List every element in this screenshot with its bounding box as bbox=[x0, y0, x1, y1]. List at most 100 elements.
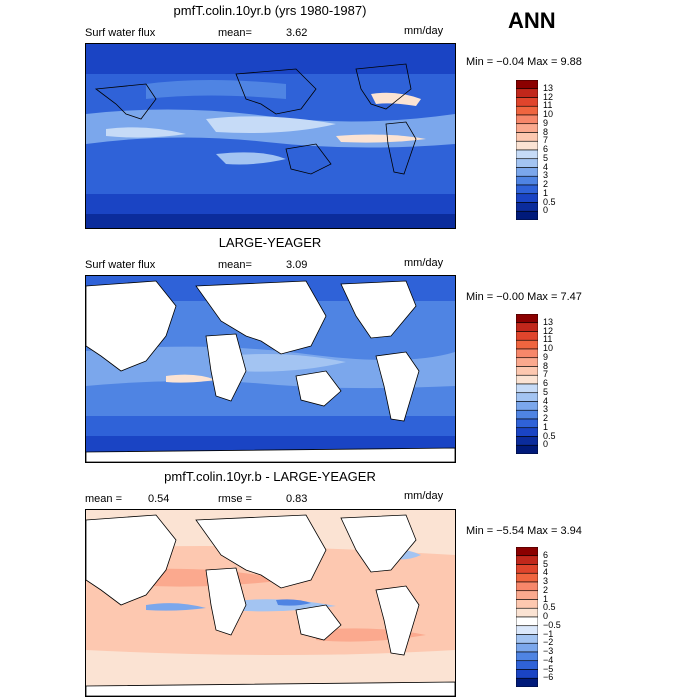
colorbar-swatch bbox=[515, 625, 539, 635]
colorbar-tick-label: 0.5 bbox=[543, 602, 556, 613]
panel2-mean-value: 3.09 bbox=[286, 259, 308, 271]
panel2-mean-label: mean= bbox=[218, 259, 252, 271]
panel1-colorbar-ticks: 13 12 11 10 9 8 7 6 5 4 3 2 1 0.5 0 bbox=[543, 80, 583, 220]
panel3-colorbar bbox=[515, 546, 539, 688]
colorbar-swatch bbox=[515, 660, 539, 670]
colorbar-tick-label: −0.5 bbox=[543, 619, 561, 630]
colorbar-tick-label: 0.5 bbox=[543, 430, 556, 441]
colorbar-swatch bbox=[515, 132, 539, 142]
colorbar-swatch bbox=[515, 357, 539, 367]
colorbar-swatch bbox=[515, 392, 539, 402]
colorbar-swatch bbox=[515, 651, 539, 662]
colorbar-swatch bbox=[515, 383, 539, 394]
colorbar-swatch bbox=[515, 634, 539, 644]
panel3-title: pmfT.colin.10yr.b - LARGE-YEAGER bbox=[164, 469, 376, 484]
panel2-variable-label: Surf water flux bbox=[85, 259, 156, 271]
colorbar-swatch bbox=[515, 202, 539, 212]
season-label: ANN bbox=[508, 8, 556, 33]
colorbar-tick-label: 11 bbox=[543, 100, 553, 111]
panel1-mean-value: 3.62 bbox=[286, 27, 308, 39]
colorbar-tick-label: 9 bbox=[543, 117, 549, 128]
colorbar-tick-label: 9 bbox=[543, 351, 549, 362]
colorbar-tick-label: 13 bbox=[543, 316, 554, 327]
colorbar-swatch bbox=[515, 374, 539, 385]
colorbar-tick-label: 0.5 bbox=[543, 196, 556, 207]
colorbar-tick-label: 2 bbox=[543, 413, 549, 423]
panel2-units: mm/day bbox=[404, 257, 444, 269]
panel3-colorbar-ticks: 6 5 4 3 2 1 0.5 0 −0.5 −1 −2 −3 −4 −5 −6 bbox=[543, 547, 583, 687]
panel2-map-field bbox=[86, 276, 455, 462]
colorbar-swatch bbox=[515, 88, 539, 98]
colorbar-tick-label: 2 bbox=[543, 179, 549, 189]
panel1-colorbar-svg bbox=[515, 79, 539, 221]
panel3-units: mm/day bbox=[404, 490, 444, 502]
colorbar-tick-label: −2 bbox=[543, 637, 554, 648]
panel3-rmse-value: 0.83 bbox=[286, 493, 308, 505]
colorbar-tick-label: 1 bbox=[543, 187, 549, 198]
colorbar-swatch bbox=[515, 418, 539, 429]
panel2-colorbar-svg bbox=[515, 313, 539, 455]
colorbar-tick-label: 3 bbox=[543, 170, 549, 181]
colorbar-swatch bbox=[515, 149, 539, 160]
panel3-mean-label: mean = bbox=[85, 493, 122, 505]
colorbar-tick-label: 0 bbox=[543, 205, 549, 216]
colorbar-tick-label: 5 bbox=[543, 152, 549, 163]
panel3-colorbar-svg bbox=[515, 546, 539, 688]
colorbar-swatch bbox=[515, 642, 539, 653]
colorbar-swatch bbox=[515, 616, 539, 627]
panel2-colorbar-ticks: 13 12 11 10 9 8 7 6 5 4 3 2 1 0.5 0 bbox=[543, 314, 583, 454]
colorbar-swatch bbox=[515, 427, 539, 437]
colorbar-swatch bbox=[515, 123, 539, 133]
colorbar-tick-label: 6 bbox=[543, 378, 549, 388]
colorbar-swatch bbox=[515, 555, 539, 565]
panel3-rmse-label: rmse = bbox=[218, 493, 252, 505]
colorbar-tick-label: −5 bbox=[543, 663, 554, 674]
panel1-units: mm/day bbox=[404, 25, 444, 37]
panel2-title: LARGE-YEAGER bbox=[218, 235, 322, 250]
colorbar-tick-label: 7 bbox=[543, 369, 549, 380]
panel2-minmax: Min = −0.00 Max = 7.47 bbox=[466, 291, 582, 303]
colorbar-swatch bbox=[515, 158, 539, 168]
colorbar-tick-label: −1 bbox=[543, 628, 554, 639]
colorbar-tick-label: 5 bbox=[543, 558, 549, 569]
colorbar-swatch bbox=[515, 97, 539, 107]
panel1-minmax: Min = −0.04 Max = 9.88 bbox=[466, 56, 582, 68]
colorbar-swatch bbox=[515, 167, 539, 177]
colorbar-swatch bbox=[515, 313, 539, 324]
panel1-colorbar bbox=[515, 79, 539, 221]
colorbar-tick-label: 12 bbox=[543, 91, 554, 102]
colorbar-tick-label: 11 bbox=[543, 334, 553, 345]
colorbar-tick-label: 0 bbox=[543, 611, 549, 621]
colorbar-swatch bbox=[515, 339, 539, 350]
colorbar-swatch bbox=[515, 564, 539, 574]
colorbar-swatch bbox=[515, 175, 539, 186]
panel2-colorbar bbox=[515, 313, 539, 455]
colorbar-swatch bbox=[515, 322, 539, 332]
colorbar-tick-label: 4 bbox=[543, 395, 549, 406]
colorbar-swatch bbox=[515, 79, 539, 90]
colorbar-swatch bbox=[515, 607, 539, 618]
colorbar-tick-label: 4 bbox=[543, 567, 549, 578]
colorbar-swatch bbox=[515, 444, 539, 455]
panel3-mean-value: 0.54 bbox=[148, 493, 170, 505]
colorbar-tick-label: 0 bbox=[543, 439, 549, 450]
colorbar-swatch bbox=[515, 105, 539, 116]
panel3-minmax: Min = −5.54 Max = 3.94 bbox=[466, 525, 582, 537]
colorbar-tick-label: 1 bbox=[543, 421, 549, 432]
colorbar-tick-label: 7 bbox=[543, 135, 549, 146]
colorbar-tick-label: 6 bbox=[543, 549, 549, 560]
colorbar-swatch bbox=[515, 572, 539, 583]
colorbar-swatch bbox=[515, 401, 539, 411]
colorbar-swatch bbox=[515, 546, 539, 557]
colorbar-tick-label: 3 bbox=[543, 404, 549, 415]
colorbar-tick-label: 8 bbox=[543, 360, 549, 371]
panel3-map-field bbox=[86, 510, 455, 696]
colorbar-tick-label: 1 bbox=[543, 593, 549, 604]
colorbar-swatch bbox=[515, 140, 539, 151]
panel1-map bbox=[85, 43, 456, 229]
colorbar-swatch bbox=[515, 210, 539, 221]
colorbar-tick-label: −4 bbox=[543, 654, 554, 665]
colorbar-tick-label: 8 bbox=[543, 126, 549, 137]
panel1-title: pmfT.colin.10yr.b (yrs 1980-1987) bbox=[173, 3, 367, 18]
colorbar-swatch bbox=[515, 599, 539, 609]
